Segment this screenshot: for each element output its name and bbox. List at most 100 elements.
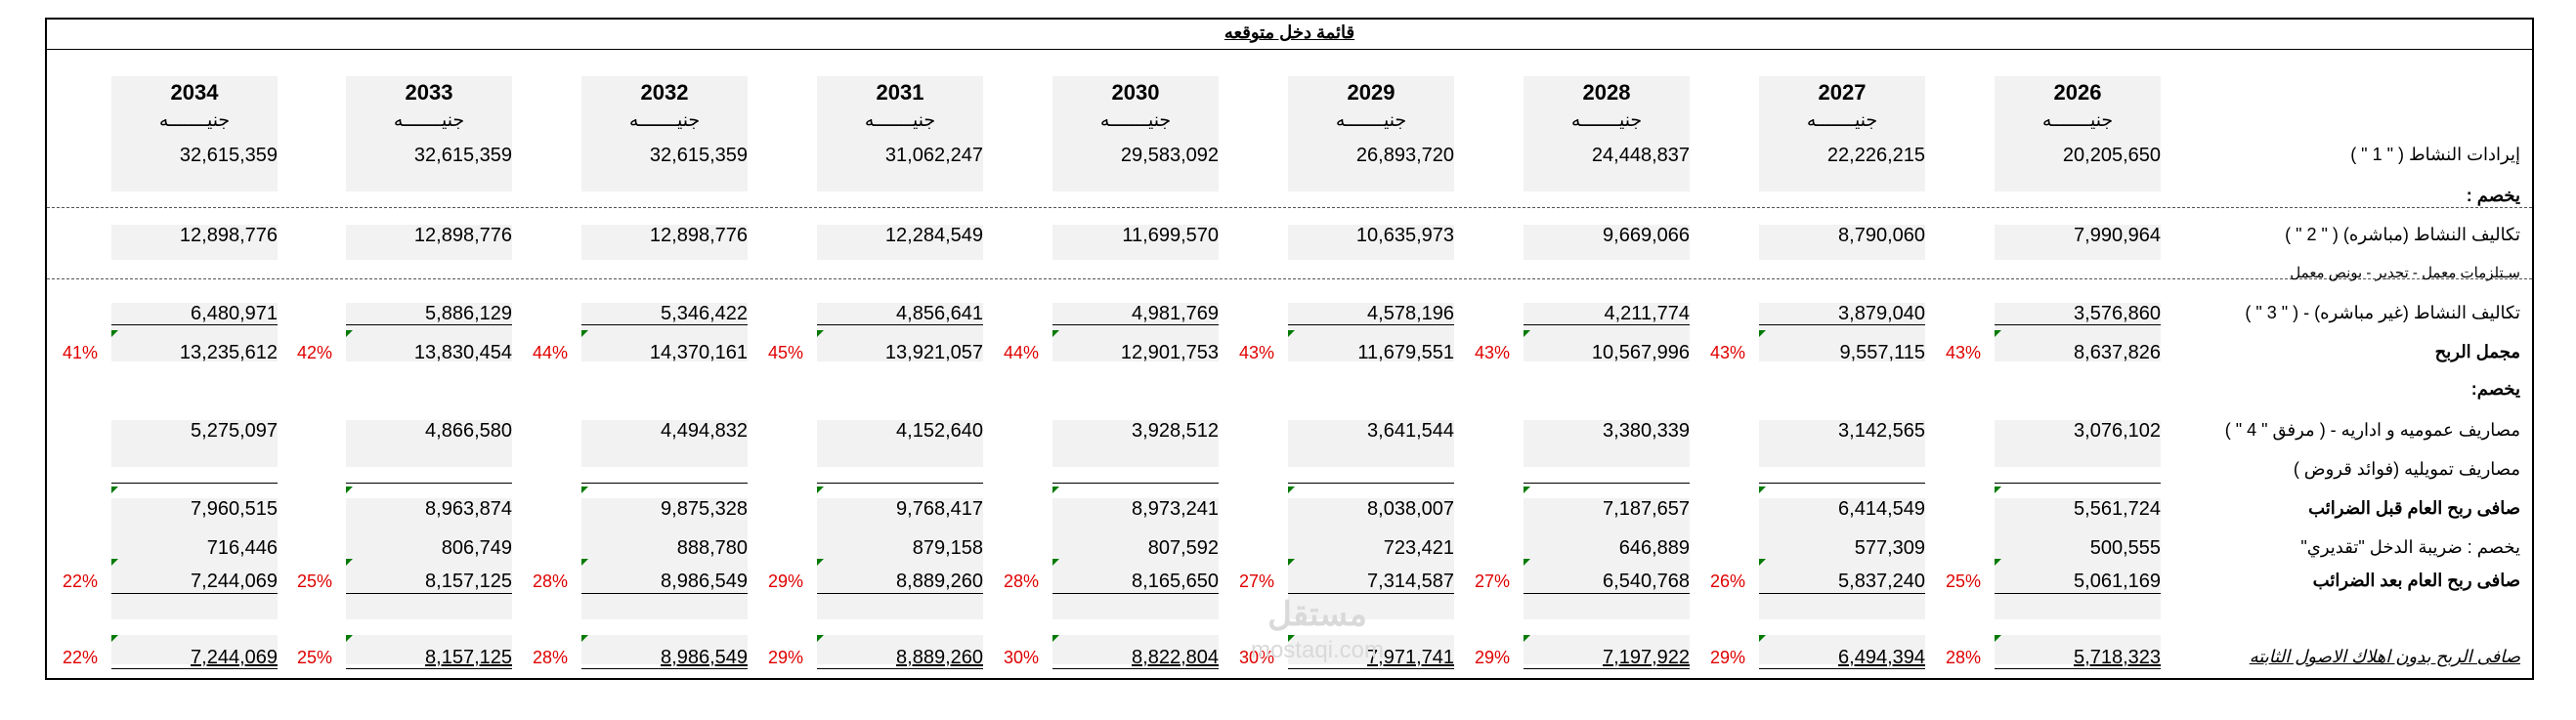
cell-direct-costs-2033: 12,898,776	[413, 225, 512, 246]
column-shade	[346, 76, 512, 191]
cell-direct-costs-2032: 12,898,776	[649, 225, 748, 246]
currency-label: جنيـــــــه	[628, 110, 701, 131]
currency-label: جنيـــــــه	[393, 110, 465, 131]
column-shade	[1052, 303, 1219, 361]
label-after-tax: صافى ربح العام بعد الضرائب	[2312, 571, 2520, 590]
cell-admin-2034: 5,275,097	[191, 420, 278, 442]
pct-net-no-dep-2028: 29%	[1474, 648, 1510, 667]
total-underline	[581, 668, 748, 669]
year-header-2032: 2032	[640, 80, 689, 105]
cell-gross-profit-2033: 13,830,454	[413, 342, 512, 363]
statement-title: قائمة دخل متوقعه	[1224, 22, 1355, 42]
cell-formula-marker	[817, 330, 824, 337]
cell-formula-marker	[1995, 635, 2001, 642]
column-shade	[1524, 76, 1690, 191]
pct-after-tax-2032: 28%	[532, 572, 568, 591]
cell-formula-marker	[1288, 330, 1295, 337]
label-revenue: إيرادات النشاط ( " 1 " )	[2350, 145, 2520, 164]
label-less-2: يخصم:	[2470, 379, 2520, 399]
cell-pre-tax-2031: 9,768,417	[896, 498, 983, 520]
column-shade	[346, 635, 512, 664]
cell-revenue-2029: 26,893,720	[1355, 145, 1454, 166]
cell-tax-2029: 723,421	[1383, 537, 1454, 559]
column-shade	[1759, 76, 1925, 191]
cell-formula-marker	[1524, 487, 1530, 493]
cell-indirect-costs-2030: 4,981,769	[1132, 303, 1219, 324]
cell-indirect-costs-2033: 5,886,129	[425, 303, 512, 324]
cell-net-no-dep-2034: 7,244,069	[191, 647, 278, 668]
label-tax: يخصم : ضريبة الدخل "تقديري"	[2300, 537, 2520, 557]
total-underline	[346, 324, 512, 325]
cell-gross-profit-2027: 9,557,115	[1839, 342, 1926, 363]
total-underline	[1759, 668, 1925, 669]
total-underline	[1995, 593, 2161, 594]
column-shade	[817, 635, 983, 664]
cell-revenue-2027: 22,226,215	[1826, 145, 1925, 166]
label-less-1: يخصم :	[2466, 186, 2520, 205]
cell-pre-tax-2026: 5,561,724	[2074, 498, 2161, 520]
cell-formula-marker	[111, 559, 118, 566]
cell-formula-marker	[346, 330, 353, 337]
pct-net-no-dep-2026: 28%	[1945, 648, 1981, 667]
cell-indirect-costs-2034: 6,480,971	[191, 303, 278, 324]
cell-formula-marker	[817, 635, 824, 642]
cell-admin-2033: 4,866,580	[425, 420, 512, 442]
cell-tax-2030: 807,592	[1147, 537, 1219, 559]
column-shade	[1995, 76, 2161, 191]
column-shade	[1759, 635, 1925, 664]
column-shade	[1995, 420, 2161, 467]
pct-gross-profit-2029: 43%	[1238, 343, 1274, 362]
pct-after-tax-2029: 27%	[1238, 572, 1274, 591]
cell-admin-2031: 4,152,640	[896, 420, 983, 442]
total-underline	[1759, 483, 1925, 484]
total-underline	[1995, 483, 2161, 484]
total-underline	[111, 324, 278, 325]
cell-admin-2030: 3,928,512	[1132, 420, 1219, 442]
cell-formula-marker	[581, 487, 588, 493]
column-shade	[581, 635, 748, 664]
cell-formula-marker	[1524, 635, 1530, 642]
column-shade	[1759, 303, 1925, 361]
cell-after-tax-2026: 5,061,169	[2074, 571, 2161, 592]
cell-gross-profit-2034: 13,235,612	[179, 342, 278, 363]
currency-label: جنيـــــــه	[1806, 110, 1878, 131]
dashed-divider	[47, 207, 2532, 208]
dashed-divider	[47, 278, 2532, 279]
total-underline	[1759, 593, 1925, 594]
year-header-2034: 2034	[170, 80, 219, 105]
column-shade	[817, 225, 983, 260]
cell-indirect-costs-2032: 5,346,422	[661, 303, 748, 324]
cell-pre-tax-2034: 7,960,515	[191, 498, 278, 520]
column-shade	[817, 76, 983, 191]
cell-direct-costs-2031: 12,284,549	[884, 225, 983, 246]
pct-net-no-dep-2034: 22%	[62, 648, 98, 667]
cell-admin-2029: 3,641,544	[1367, 420, 1454, 442]
column-shade	[111, 76, 278, 191]
cell-formula-marker	[1052, 487, 1059, 493]
pct-net-no-dep-2029: 30%	[1238, 648, 1274, 667]
total-underline	[111, 668, 278, 669]
cell-formula-marker	[1524, 330, 1530, 337]
label-finance: مصاريف تمويليه (فوائد قروض )	[2293, 459, 2520, 479]
cell-tax-2027: 577,309	[1854, 537, 1925, 559]
cell-tax-2026: 500,555	[2089, 537, 2161, 559]
column-shade	[1759, 498, 1925, 619]
cell-pre-tax-2032: 9,875,328	[661, 498, 748, 520]
cell-net-no-dep-2029: 7,971,741	[1367, 647, 1454, 668]
cell-after-tax-2033: 8,157,125	[425, 571, 512, 592]
label-pre-tax: صافى ربح العام قبل الضرائب	[2308, 498, 2520, 518]
column-shade	[1524, 420, 1690, 467]
cell-pre-tax-2028: 7,187,657	[1603, 498, 1690, 520]
cell-formula-marker	[1995, 330, 2001, 337]
cell-direct-costs-2026: 7,990,964	[2074, 225, 2161, 246]
cell-net-no-dep-2028: 7,197,922	[1603, 647, 1690, 668]
column-shade	[111, 635, 278, 664]
cell-formula-marker	[1759, 487, 1766, 493]
cell-formula-marker	[817, 487, 824, 493]
cell-pre-tax-2030: 8,973,241	[1132, 498, 1219, 520]
total-underline	[1052, 324, 1219, 325]
total-underline	[817, 324, 983, 325]
cell-gross-profit-2031: 13,921,057	[884, 342, 983, 363]
column-shade	[581, 498, 748, 619]
column-shade	[111, 303, 278, 361]
